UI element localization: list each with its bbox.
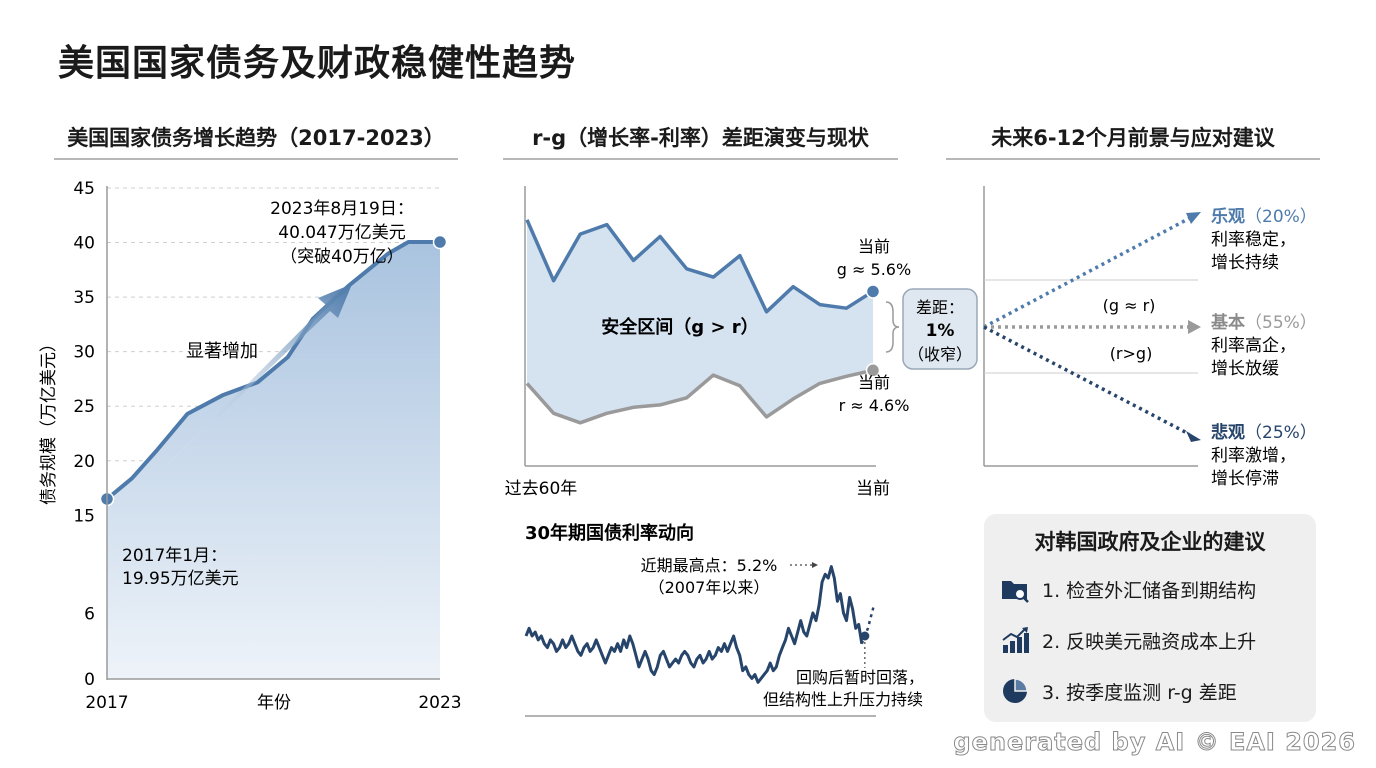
x-tick-2023: 2023 [418,693,461,713]
treasury-yield-chart: 30年期国债利率动向 近期最高点：5.2% （2007年以来） 回购后暂时回落，… [524,522,924,717]
folder-search-icon [1002,581,1029,603]
peak-label-line1: 近期最高点：5.2% [641,556,778,575]
x-tick-2017: 2017 [85,693,128,713]
end-annotation-line3: （突破40万亿） [280,247,404,267]
drop-label-line2: 但结构性上升压力持续 [763,690,923,709]
rg-x-tick-past: 过去60年 [505,479,578,499]
bar-chart-up-icon [1002,627,1029,653]
g-series-line [525,219,874,314]
y-tick-label: 40 [73,234,95,254]
y-tick-label: 25 [73,397,95,417]
section-title-outlook: 未来6-12个月前景与应对建议 [946,122,1320,160]
x-axis-label: 年份 [257,693,291,713]
y-tick-label: 30 [73,343,95,363]
r-current-label-line2: r ≈ 4.6% [839,396,910,415]
optimistic-arrowhead [1186,212,1201,224]
gap-box-note: （收窄） [908,345,972,364]
treasury-chart-title: 30年期国债利率动向 [525,522,694,544]
scenario-pessimistic-desc2: 增长停滞 [1211,469,1279,489]
recommendation-item-3: 3. 按季度监测 r-g 差距 [1000,676,1237,706]
safe-zone-label: 安全区间（g > r） [601,316,758,338]
scenario-base-name: 基本 [1210,312,1245,333]
treasury-yield-line [524,565,864,684]
debt-area [107,242,440,679]
r-series-line [525,368,874,425]
scenario-base-title: 基本（55%） [1210,312,1317,333]
peak-leader-arrowhead [812,562,818,568]
recommendation-item-2: 2. 反映美元融资成本上升 [1000,625,1256,655]
scenario-pessimistic-desc1: 利率激增， [1211,446,1296,466]
base-arrowhead [1188,320,1201,334]
safe-zone-band [527,219,873,423]
gap-box [902,288,978,370]
scenario-label-upper: (g ≈ r) [1103,296,1156,315]
y-tick-label: 0 [84,670,95,690]
scenario-pessimistic-prob: （25%） [1245,423,1317,443]
watermark: generated by AI © EAI 2026 [953,728,1356,757]
gap-brace [885,301,900,353]
debt-growth-chart: 0 6 15 20 25 30 35 40 45 2017 2023 年份 债务规模（万亿美元）… [39,179,462,713]
y-tick-label: 15 [73,506,95,526]
drop-label-line1: 回购后暂时回落， [796,668,924,687]
optimistic-path [983,216,1191,329]
scenario-optimistic-desc2: 增长持续 [1211,253,1279,273]
scenario-optimistic-title: 乐观（20%） [1211,207,1317,227]
scenario-base-desc2: 增长放缓 [1211,359,1279,379]
debt-end-point [432,234,448,250]
increase-arrow [150,284,352,482]
scenario-label-lower: (r>g) [1110,344,1153,363]
increase-label: 显著增加 [186,341,258,362]
scenario-optimistic-desc1: 利率稳定， [1211,230,1296,250]
r-current-label-line1: 当前 [858,373,890,392]
y-axis-label: 债务规模（万亿美元） [39,335,59,505]
recommendation-item-1: 1. 检查外汇储备到期结构 [1000,574,1256,604]
y-tick-label: 45 [73,179,95,199]
start-annotation-line2: 19.95万亿美元 [122,569,239,589]
r-current-point [865,363,881,378]
scenario-optimistic-name: 乐观 [1211,207,1245,227]
rg-gap-chart: 安全区间（g > r） 当前 g ≈ 5.6% 当前 r ≈ 4.6% 差距： … [505,186,978,499]
g-current-point [865,284,881,299]
scenario-base-prob: （55%） [1245,313,1317,333]
scenario-optimistic-prob: （20%） [1245,207,1317,227]
treasury-current-point [860,631,870,641]
y-tick-label: 6 [84,605,95,625]
y-tick-label: 20 [73,452,95,472]
debt-line [105,240,440,501]
recommendation-label-3: 3. 按季度监测 r-g 差距 [1042,681,1237,704]
g-current-label-line2: g ≈ 5.6% [837,260,911,279]
peak-label-line2: （2007年以来） [649,578,770,597]
rg-x-tick-current: 当前 [856,479,890,499]
outlook-scenario-diagram: (g ≈ r) (r>g) 乐观（20%） 利率稳定， 增长持续 基本（55%）… [983,186,1317,489]
treasury-projection-line [860,604,876,645]
scenario-pessimistic-title: 悲观（25%） [1211,422,1317,443]
scenario-base-desc1: 利率高企， [1211,336,1296,356]
pessimistic-arrowhead [1186,431,1201,442]
gap-box-value: 1% [926,321,955,341]
end-annotation-line2: 40.047万亿美元 [278,223,405,243]
section-title-rg: r-g（增长率-利率）差距演变与现状 [503,122,898,160]
start-annotation-line1: 2017年1月： [122,546,227,566]
end-annotation-line1: 2023年8月19日： [270,199,414,219]
g-current-label-line1: 当前 [858,237,890,256]
pie-chart-icon [1003,678,1028,703]
recommendations-panel: 对韩国政府及企业的建议 1. 检查外汇储备到期结构 2. 反映美元融资成本上升 … [984,514,1316,722]
recommendation-label-2: 2. 反映美元融资成本上升 [1042,630,1257,653]
pessimistic-path [983,325,1190,436]
page-title: 美国国家债务及财政稳健性趋势 [58,43,577,84]
recommendation-label-1: 1. 检查外汇储备到期结构 [1042,579,1257,602]
scenario-pessimistic-name: 悲观 [1211,422,1245,443]
y-tick-label: 35 [73,288,95,308]
section-title-debt: 美国国家债务增长趋势（2017-2023） [54,122,458,160]
recommendations-title: 对韩国政府及企业的建议 [1034,530,1266,554]
gap-box-label: 差距： [916,298,964,317]
